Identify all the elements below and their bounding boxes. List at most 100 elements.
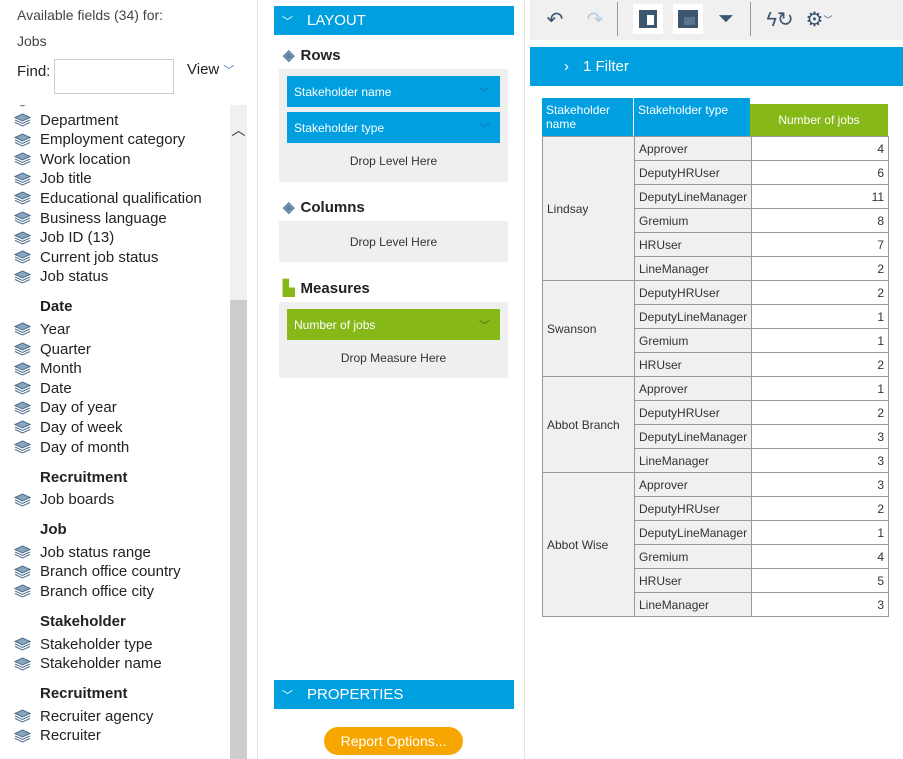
stakeholder-type-cell[interactable]: DeputyLineManager	[633, 424, 753, 449]
layout-panel-icon[interactable]	[633, 4, 663, 34]
header-stakeholder-type[interactable]: Stakeholder type	[634, 98, 750, 136]
table-row: Gremium 1	[543, 328, 890, 353]
columns-drop-zone[interactable]: Drop Level Here	[279, 221, 508, 262]
field-item[interactable]: Department	[14, 110, 118, 130]
settings-icon[interactable]: ⚙ ﹀	[805, 8, 833, 31]
stakeholder-type-cell[interactable]: DeputyHRUser	[633, 400, 753, 425]
splitter[interactable]	[524, 0, 525, 759]
field-label: Job status	[40, 268, 109, 286]
field-item[interactable]: Work location	[14, 149, 131, 169]
field-label: Job boards	[40, 491, 115, 509]
field-item[interactable]: Quarter	[14, 339, 91, 359]
stakeholder-type-cell[interactable]: Approver	[633, 376, 753, 401]
header-stakeholder-name[interactable]: Stakeholder name	[542, 98, 633, 136]
drop-level-hint: Drop Level Here	[349, 235, 438, 249]
field-label: Stakeholder name	[40, 655, 162, 673]
stakeholder-type-cell[interactable]: DeputyHRUser	[633, 280, 753, 305]
stakeholder-type-cell[interactable]: HRUser	[633, 568, 753, 593]
number-of-jobs-cell: 2	[751, 352, 890, 377]
number-of-jobs-cell: 3	[751, 592, 890, 617]
table-row: DeputyLineManager 11	[543, 184, 890, 209]
field-item[interactable]: Branch office city	[14, 581, 154, 601]
table-row: HRUser 7	[543, 232, 890, 257]
measures-drop-zone[interactable]: Number of jobs ﹀ Drop Measure Here	[279, 302, 508, 378]
report-options-button[interactable]: Report Options...	[324, 727, 463, 755]
stakeholder-name-cell[interactable]: Abbot Branch	[542, 376, 635, 473]
chevron-down-icon: ﹀	[282, 689, 293, 702]
stakeholder-name-cell[interactable]: Lindsay	[542, 136, 635, 281]
field-item[interactable]: Month	[14, 359, 82, 379]
field-item[interactable]: Stakeholder type	[14, 634, 153, 654]
field-item[interactable]: Branch office country	[14, 562, 181, 582]
field-label: Year	[40, 320, 71, 338]
stakeholder-name-cell[interactable]: Swanson	[542, 280, 635, 377]
number-of-jobs-cell: 1	[751, 304, 890, 329]
stakeholder-name-cell[interactable]: Abbot Wise	[542, 472, 635, 617]
field-item[interactable]: Day of week	[14, 417, 123, 437]
stakeholder-type-cell[interactable]: DeputyLineManager	[633, 304, 753, 329]
table-row: HRUser 2	[543, 352, 890, 377]
field-item[interactable]: Job status	[14, 267, 108, 287]
field-item[interactable]: Stakeholder name	[14, 654, 162, 674]
view-dropdown[interactable]: View ﹀	[187, 61, 234, 78]
field-group-heading: Job	[40, 521, 67, 539]
undo-icon[interactable]: ↶	[546, 8, 564, 31]
number-of-jobs-cell: 3	[751, 424, 890, 449]
field-item[interactable]	[14, 105, 40, 110]
layout-title: LAYOUT	[307, 12, 366, 29]
stakeholder-type-cell[interactable]: Approver	[633, 472, 753, 497]
stakeholder-type-cell[interactable]: DeputyLineManager	[633, 520, 753, 545]
field-item[interactable]: Employment category	[14, 130, 185, 150]
row-level-stakeholder-type[interactable]: Stakeholder type ﹀	[287, 112, 500, 143]
stakeholder-type-cell[interactable]: Gremium	[633, 208, 753, 233]
field-item[interactable]: Day of year	[14, 398, 117, 418]
layout-header[interactable]: ﹀ LAYOUT	[274, 6, 514, 35]
splitter[interactable]	[257, 0, 258, 759]
header-number-of-jobs[interactable]: Number of jobs	[750, 104, 888, 136]
field-item[interactable]: Job ID (13)	[14, 228, 114, 248]
stakeholder-type-cell[interactable]: LineManager	[633, 592, 753, 617]
table-row: LineManager 3	[543, 448, 890, 473]
stakeholder-type-cell[interactable]: Gremium	[633, 328, 753, 353]
stakeholder-type-cell[interactable]: Gremium	[633, 544, 753, 569]
redo-icon[interactable]: ↷	[586, 8, 604, 31]
field-item[interactable]: Day of month	[14, 437, 129, 457]
stakeholder-type-cell[interactable]: Approver	[633, 136, 753, 161]
stakeholder-type-cell[interactable]: HRUser	[633, 232, 753, 257]
stakeholder-type-cell[interactable]: LineManager	[633, 256, 753, 281]
number-of-jobs-cell: 3	[751, 472, 890, 497]
measures-heading: ▙ Measures	[283, 279, 370, 298]
number-of-jobs-cell: 2	[751, 280, 890, 305]
field-item[interactable]: Recruiter agency	[14, 706, 153, 726]
field-label: Branch office city	[40, 582, 154, 600]
stakeholder-type-cell[interactable]: LineManager	[633, 448, 753, 473]
filter-bar[interactable]: › 1 Filter	[530, 47, 903, 86]
field-item[interactable]: Educational qualification	[14, 188, 202, 208]
field-item[interactable]: Job title	[14, 169, 92, 189]
field-item[interactable]: Year	[14, 319, 70, 339]
row-level-stakeholder-name[interactable]: Stakeholder name ﹀	[287, 76, 500, 107]
stakeholder-type-cell[interactable]: DeputyLineManager	[633, 184, 753, 209]
auto-refresh-icon[interactable]: ϟ↻	[766, 8, 794, 31]
stakeholder-type-cell[interactable]: HRUser	[633, 352, 753, 377]
field-item[interactable]: Job boards	[14, 490, 114, 510]
field-item[interactable]: Date	[14, 378, 72, 398]
rows-drop-zone[interactable]: Stakeholder name ﹀ Stakeholder type ﹀ Drop…	[279, 69, 508, 182]
stakeholder-type-cell[interactable]: DeputyHRUser	[633, 160, 753, 185]
table-row: DeputyLineManager 1	[543, 520, 890, 545]
table-view-icon[interactable]	[673, 4, 703, 34]
table-row: Swanson DeputyHRUser 2	[542, 280, 890, 377]
stakeholder-type-cell[interactable]: DeputyHRUser	[633, 496, 753, 521]
field-item[interactable]: Job status range	[14, 542, 151, 562]
dimension-icon	[14, 420, 31, 434]
filter-icon[interactable]: ⏷	[718, 7, 734, 30]
scrollbar-thumb[interactable]	[230, 300, 247, 759]
field-item[interactable]: Business language	[14, 208, 167, 228]
measure-number-of-jobs[interactable]: Number of jobs ﹀	[287, 309, 500, 340]
scroll-up-icon[interactable]: ︿	[231, 122, 246, 138]
dimension-icon	[14, 493, 31, 507]
find-input[interactable]	[54, 59, 174, 94]
field-item[interactable]: Recruiter	[14, 726, 101, 746]
field-item[interactable]: Current job status	[14, 247, 158, 267]
properties-header[interactable]: ﹀ PROPERTIES	[274, 680, 514, 709]
